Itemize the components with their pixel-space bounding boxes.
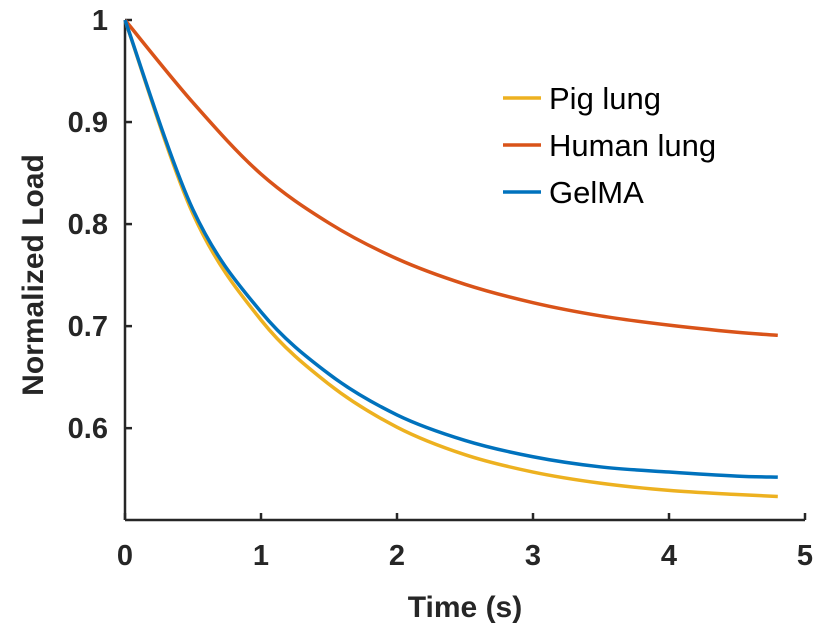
y-tick-label: 0.8: [68, 209, 108, 241]
legend-label-pig-lung: Pig lung: [549, 81, 661, 116]
x-tick-label: 5: [797, 540, 813, 572]
series-line-human-lung: [123, 18, 778, 338]
y-tick-label: 0.7: [68, 311, 108, 343]
x-tick-label: 2: [389, 540, 405, 572]
legend-label-human-lung: Human lung: [549, 128, 716, 163]
x-tick-label: 4: [661, 540, 677, 572]
legend-label-gelma: GelMA: [549, 175, 644, 210]
y-axis-label: Normalized Load: [17, 154, 50, 396]
x-axis-label: Time (s): [408, 591, 522, 624]
x-tick-label: 3: [525, 540, 541, 572]
x-tick-label: 0: [117, 540, 133, 572]
y-tick-label: 0.6: [68, 413, 108, 445]
legend: Pig lung Human lung GelMA: [503, 81, 716, 210]
series-layer: [123, 18, 778, 499]
series-line-gelma: [123, 19, 778, 479]
y-tick-label: 0.9: [68, 107, 108, 139]
series-line-pig-lung: [123, 19, 778, 499]
y-tick-label: 1: [92, 5, 108, 37]
x-tick-label: 1: [253, 540, 269, 572]
axes: 0 1 2 3 4 5 0.6 0.7 0.8 0.9 1: [68, 5, 813, 572]
